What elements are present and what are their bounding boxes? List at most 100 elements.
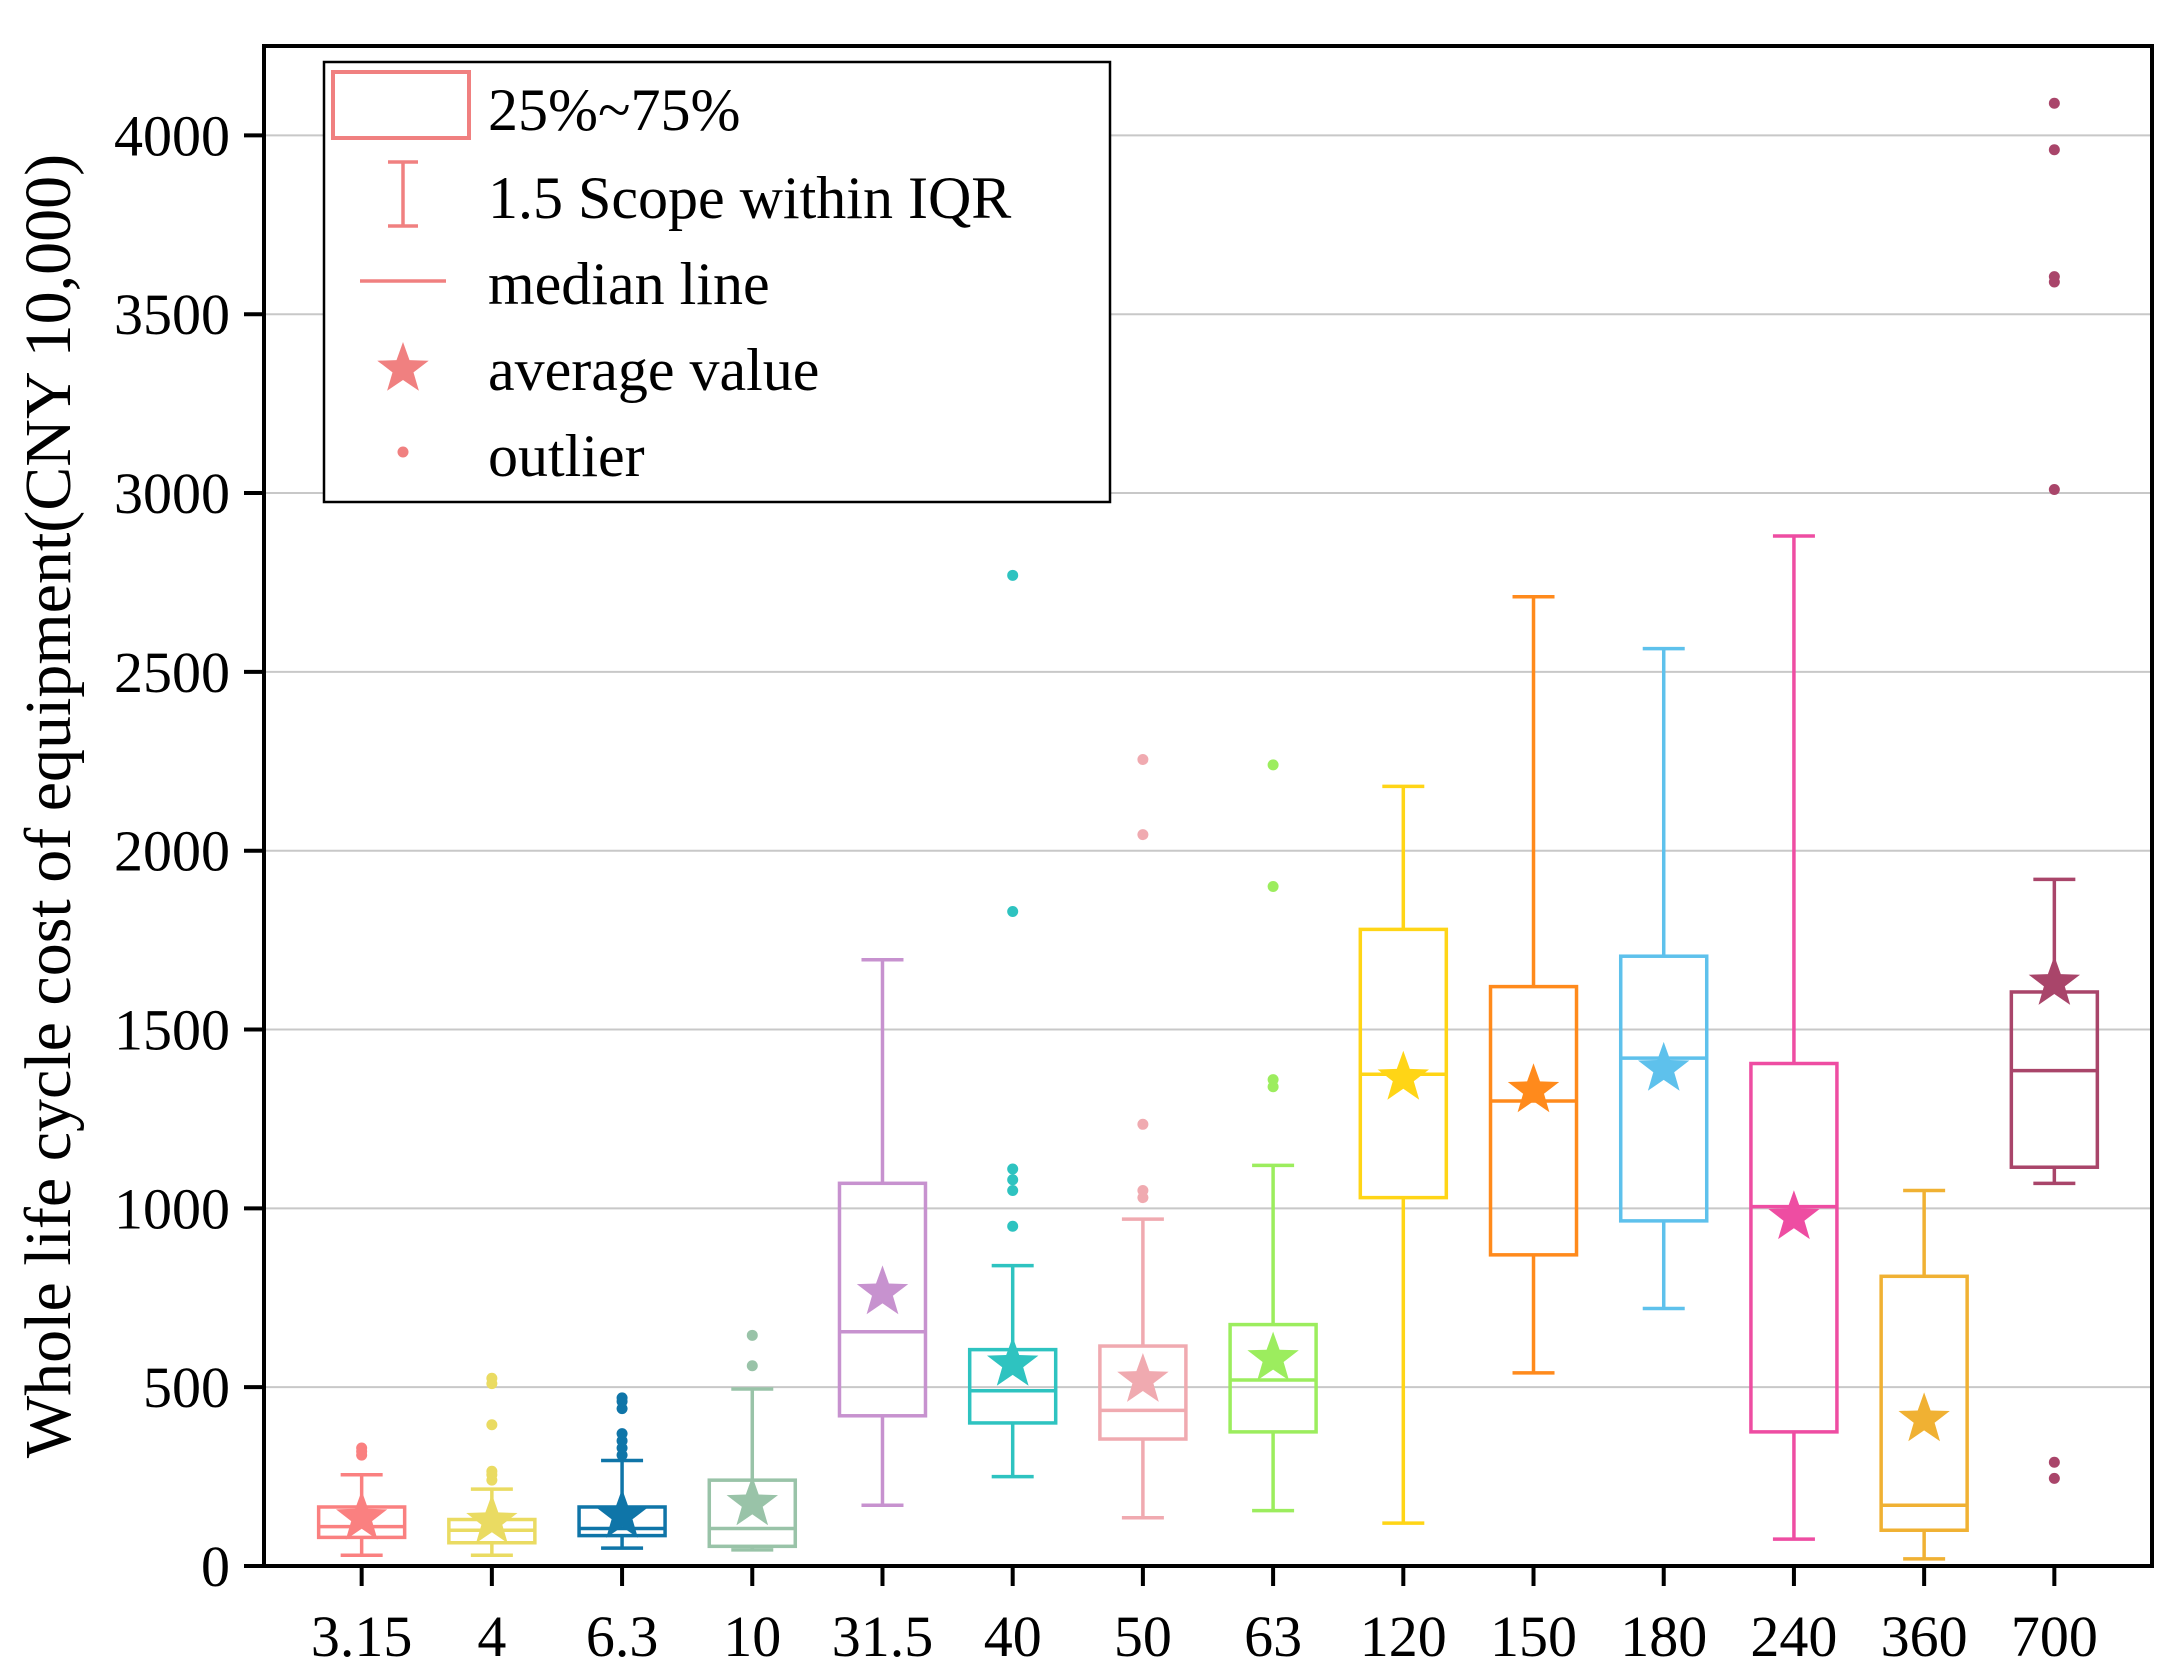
- box-group-240: [1749, 534, 1839, 1541]
- legend-entry-average: average value: [488, 337, 819, 403]
- mean-marker: [1898, 1392, 1950, 1442]
- y-tick-label: 0: [201, 1534, 230, 1599]
- plot-frame: [262, 44, 2154, 1568]
- mean-marker: [1768, 1190, 1820, 1240]
- x-tick-label: 63: [1244, 1604, 1302, 1662]
- iqr-box: [1618, 954, 1709, 1223]
- outlier-point: [2048, 483, 2060, 495]
- legend-box-symbol: [331, 70, 471, 140]
- box-group-6-3: [577, 1392, 667, 1550]
- box-group-31-5: [837, 958, 928, 1507]
- y-tick-label: 3000: [114, 461, 230, 526]
- outlier-point: [1007, 906, 1019, 918]
- mean-marker: [596, 1488, 648, 1538]
- mean-marker: [336, 1490, 388, 1540]
- y-tick-label: 2500: [114, 640, 230, 705]
- mean-marker: [726, 1476, 778, 1526]
- box-group-4: [447, 1372, 537, 1558]
- legend-entry-outlier: outlier: [488, 423, 645, 489]
- legend-symbols: [331, 70, 471, 458]
- y-axis-label: Whole life cycle cost of equipment(CNY 1…: [12, 154, 85, 1458]
- box-group-360: [1879, 1188, 1969, 1561]
- x-tick-label: 180: [1620, 1604, 1707, 1662]
- x-tick-label: 10: [723, 1604, 781, 1662]
- legend-entry-whisker: 1.5 Scope within IQR: [488, 165, 1011, 231]
- y-tick-label: 3500: [114, 282, 230, 347]
- outlier-point: [2048, 1456, 2060, 1468]
- iqr-box: [1879, 1274, 1969, 1532]
- mean-marker: [1638, 1041, 1690, 1091]
- box-group-180: [1618, 646, 1709, 1311]
- outlier-point: [1007, 1174, 1019, 1186]
- box-group-120: [1358, 784, 1449, 1525]
- legend-entry-box: 25%~75%: [488, 77, 740, 143]
- outlier-point: [1267, 759, 1279, 771]
- outlier-point: [1007, 1163, 1019, 1175]
- outlier-point: [1137, 1118, 1149, 1130]
- box-group-150: [1488, 595, 1579, 1375]
- mean-marker: [466, 1494, 518, 1544]
- outlier-point: [356, 1442, 368, 1454]
- y-tick-label: 1500: [114, 998, 230, 1063]
- outlier-point: [2048, 144, 2060, 156]
- box-series: [316, 97, 2100, 1561]
- box-group-10: [707, 1329, 798, 1552]
- box-group-50: [1098, 754, 1188, 1520]
- x-tick-label: 40: [984, 1604, 1042, 1662]
- iqr-box: [837, 1181, 928, 1418]
- y-tick-label: 2000: [114, 819, 230, 884]
- box-group-3-15: [316, 1442, 407, 1558]
- x-tick-label: 31.5: [832, 1604, 934, 1662]
- x-tick-label: 6.3: [586, 1604, 659, 1662]
- x-tick-label: 3.15: [311, 1604, 413, 1662]
- outlier-point: [2048, 271, 2060, 283]
- outlier-point: [486, 1372, 498, 1384]
- legend-star-symbol: [377, 342, 429, 391]
- y-tick-label: 1000: [114, 1176, 230, 1241]
- y-tick-label: 4000: [114, 103, 230, 168]
- x-tick-label: 700: [2011, 1604, 2098, 1662]
- outlier-point: [486, 1465, 498, 1477]
- outlier-point: [2048, 1472, 2060, 1484]
- iqr-box: [1488, 984, 1579, 1257]
- axes: 0 500 1000 1500 2000 2500 3000 3500 4000 3.15 4 6.3…: [114, 103, 2098, 1662]
- outlier-point: [746, 1329, 758, 1341]
- mean-marker: [1377, 1050, 1429, 1100]
- x-tick-label: 120: [1360, 1604, 1447, 1662]
- x-tick-label: 50: [1114, 1604, 1172, 1662]
- mean-marker: [987, 1336, 1039, 1386]
- outlier-point: [1137, 1184, 1149, 1196]
- outlier-point: [1137, 754, 1149, 766]
- iqr-box: [1228, 1322, 1318, 1434]
- x-tick-label: 150: [1490, 1604, 1577, 1662]
- outlier-point: [1267, 1074, 1279, 1086]
- mean-marker: [1117, 1353, 1169, 1402]
- x-tick-label: 360: [1881, 1604, 1968, 1662]
- box-group-700: [2009, 97, 2100, 1484]
- mean-marker: [2028, 956, 2080, 1005]
- iqr-box: [1098, 1344, 1188, 1441]
- outlier-point: [486, 1419, 498, 1431]
- outlier-point: [1007, 1184, 1019, 1196]
- iqr-box: [1749, 1061, 1839, 1434]
- legend-entry-median: median line: [488, 251, 770, 317]
- legend: 25%~75% 1.5 Scope within IQR median line…: [322, 60, 1112, 504]
- outlier-point: [2048, 97, 2060, 109]
- y-tick-label: 500: [143, 1355, 230, 1420]
- iqr-box: [2009, 990, 2100, 1169]
- x-tick-label: 4: [477, 1604, 506, 1662]
- x-tick-label: 240: [1750, 1604, 1837, 1662]
- legend-outlier-symbol: [397, 446, 409, 458]
- outlier-point: [746, 1360, 758, 1372]
- mean-marker: [1507, 1063, 1560, 1113]
- outlier-point: [1007, 1220, 1019, 1232]
- outlier-point: [1007, 569, 1019, 581]
- outlier-point: [616, 1428, 628, 1440]
- mean-marker: [856, 1265, 909, 1315]
- outlier-point: [1137, 829, 1149, 841]
- outlier-point: [1267, 880, 1279, 892]
- iqr-box: [1358, 927, 1449, 1200]
- outlier-point: [616, 1392, 628, 1404]
- box-group-40: [967, 569, 1058, 1479]
